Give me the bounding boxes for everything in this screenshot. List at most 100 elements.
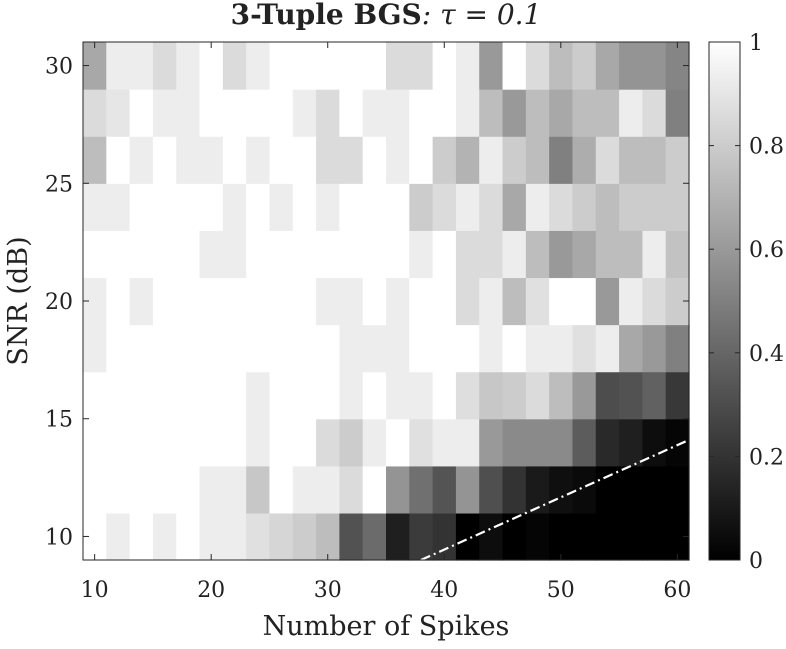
heatmap-cell [222, 465, 247, 514]
heatmap-cell [106, 230, 131, 279]
heatmap-cell [455, 465, 480, 514]
heatmap-cell [572, 277, 597, 326]
heatmap-cell [269, 230, 294, 279]
heatmap-cell [432, 42, 457, 90]
heatmap-cell [409, 465, 434, 514]
heatmap-cell [176, 136, 201, 184]
heatmap-cell [525, 418, 550, 467]
heatmap-cell [129, 183, 154, 231]
heatmap-cell [246, 230, 271, 279]
heatmap-cell [152, 183, 177, 231]
heatmap-cell [525, 465, 550, 514]
heatmap-cell [409, 42, 434, 90]
heatmap-cell [292, 42, 317, 90]
heatmap-cell [362, 371, 387, 420]
chart-title: 3-Tuple BGS: τ = 0.1 [231, 0, 542, 31]
heatmap-cells [83, 42, 690, 561]
heatmap-cell [549, 42, 574, 90]
heatmap-cell [83, 465, 107, 514]
heatmap-cell [362, 136, 387, 184]
heatmap-cell [409, 183, 434, 231]
heatmap-cell [502, 324, 527, 373]
heatmap-cell [595, 136, 620, 184]
heatmap-cell [152, 89, 177, 137]
overlay-layer [420, 438, 690, 562]
heatmap-cell [152, 371, 177, 420]
heatmap-cell [269, 183, 294, 231]
heatmap-cell [339, 230, 364, 279]
heatmap-cell [269, 465, 294, 514]
heatmap-cell [455, 277, 480, 326]
heatmap-cell [642, 418, 667, 467]
heatmap-cell [595, 230, 620, 279]
heatmap-cell [525, 42, 550, 90]
heatmap-cell [432, 371, 457, 420]
y-tick-label: 25 [45, 172, 73, 197]
heatmap-cell [129, 465, 154, 514]
colorbar-tick-label: 0 [749, 549, 763, 574]
heatmap-cell [502, 512, 527, 561]
colorbar-tick-label: 0.6 [749, 238, 784, 263]
heatmap-cell [316, 512, 340, 561]
heatmap-cell [199, 136, 224, 184]
heatmap-cell [316, 465, 340, 514]
heatmap-cell [409, 89, 434, 137]
heatmap-cell [246, 465, 271, 514]
colorbar-tick-label: 0.8 [749, 135, 784, 160]
heatmap-cell [479, 371, 504, 420]
heatmap-cell [572, 465, 597, 514]
heatmap-cell [106, 89, 131, 137]
heatmap-cell [455, 136, 480, 184]
heatmap-cell [642, 89, 667, 137]
heatmap-cell [619, 183, 643, 231]
heatmap-cell [619, 42, 643, 90]
heatmap-cell [199, 418, 224, 467]
heatmap-cell [432, 136, 457, 184]
heatmap-cell [199, 277, 224, 326]
heatmap-cell [572, 418, 597, 467]
heatmap-cell [665, 42, 690, 90]
heatmap-cell [665, 512, 690, 561]
heatmap-cell [106, 371, 131, 420]
x-tick-label: 10 [81, 578, 109, 603]
heatmap-cell [665, 89, 690, 137]
heatmap-cell [292, 89, 317, 137]
heatmap-cell [316, 42, 340, 90]
heatmap-cell [479, 465, 504, 514]
heatmap-cell [455, 418, 480, 467]
heatmap-cell [502, 183, 527, 231]
heatmap-cell [339, 371, 364, 420]
chart-title-bold: 3-Tuple BGS [231, 0, 422, 31]
heatmap-cell [199, 324, 224, 373]
y-axis-label: SNR (dB) [3, 236, 34, 365]
heatmap-cell [455, 324, 480, 373]
heatmap-cell [455, 512, 480, 561]
heatmap-cell [386, 136, 410, 184]
heatmap-cell [572, 183, 597, 231]
heatmap-cell [595, 324, 620, 373]
heatmap-cell [83, 42, 107, 90]
heatmap-cell [246, 512, 271, 561]
heatmap-cell [525, 512, 550, 561]
heatmap-cell [246, 183, 271, 231]
heatmap-cell [269, 512, 294, 561]
x-tick-label: 20 [197, 578, 225, 603]
heatmap-cell [595, 183, 620, 231]
x-tick-label: 40 [430, 578, 458, 603]
heatmap-cell [642, 136, 667, 184]
heatmap-cell [665, 465, 690, 514]
heatmap-cell [339, 136, 364, 184]
heatmap-cell [549, 89, 574, 137]
heatmap-cell [246, 371, 271, 420]
heatmap-cell [246, 418, 271, 467]
heatmap-cell [339, 277, 364, 326]
heatmap-cell [619, 418, 643, 467]
heatmap-cell [502, 277, 527, 326]
x-axis: 10 20 30 40 50 60 [81, 42, 691, 603]
heatmap-cell [595, 418, 620, 467]
heatmap-cell [549, 183, 574, 231]
heatmap-cell [549, 277, 574, 326]
heatmap-cell [549, 512, 574, 561]
